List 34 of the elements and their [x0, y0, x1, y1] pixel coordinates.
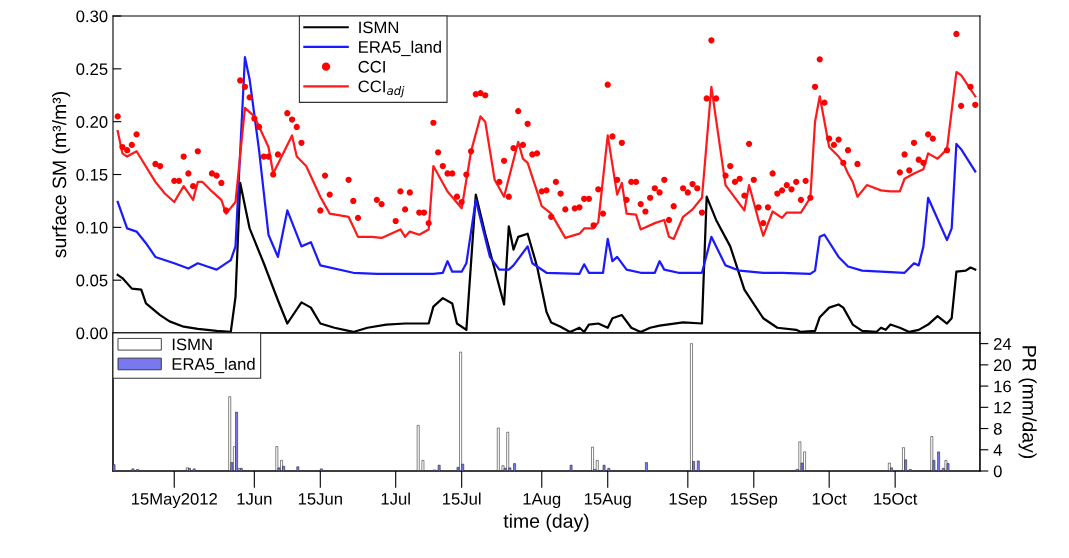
legend-label: ISMN [359, 21, 399, 34]
y-tick-label: 0.15 [76, 168, 108, 181]
legend-label: CCI$_{adj}$ [358, 80, 405, 98]
x-tick-label: 15May2012 [131, 492, 217, 509]
x-tick-label: 15Oct [874, 492, 918, 505]
x-tick-label: 15Sep [730, 492, 778, 509]
x-tick-label: 1Aug [523, 493, 561, 509]
x-tick-label: 15Jun [298, 493, 342, 505]
y2-tick-label: 16 [994, 380, 1011, 393]
y2-tick-label: 20 [993, 359, 1012, 372]
legend-label: CCI [358, 60, 385, 73]
x-tick-label: 15Jul [443, 492, 481, 505]
y-tick-label: 0.00 [76, 327, 108, 340]
x-tick-label: 1Sep [669, 492, 707, 509]
y2-axis-title: PR (mm/day) [1018, 346, 1037, 459]
y-tick-label: 0.25 [76, 63, 108, 76]
y2-tick-label: 12 [994, 401, 1011, 414]
y2-tick-label: 24 [993, 338, 1012, 350]
x-tick-label: 1Jul [381, 492, 410, 505]
legend-label: ERA5_land [359, 40, 441, 57]
y2-tick-label: 0 [993, 465, 1002, 478]
y-tick-label: 0.20 [76, 116, 108, 128]
y-tick-label: 0.10 [76, 221, 108, 234]
x-axis-title: time (day) [503, 513, 589, 532]
y-tick-label: 0.05 [76, 274, 108, 287]
y2-tick-label: 4 [993, 444, 1002, 456]
legend-label: ISMN [172, 338, 212, 351]
y-axis-title: surface SM (m³/m³) [52, 92, 71, 258]
x-tick-label: 1Oct [812, 492, 847, 505]
y2-tick-label: 8 [993, 422, 1002, 435]
legend-label: ERA5_land [172, 357, 255, 374]
x-tick-label: 1Jun [237, 493, 272, 505]
y-tick-label: 0.30 [76, 10, 108, 23]
x-tick-label: 15Aug [584, 493, 631, 509]
